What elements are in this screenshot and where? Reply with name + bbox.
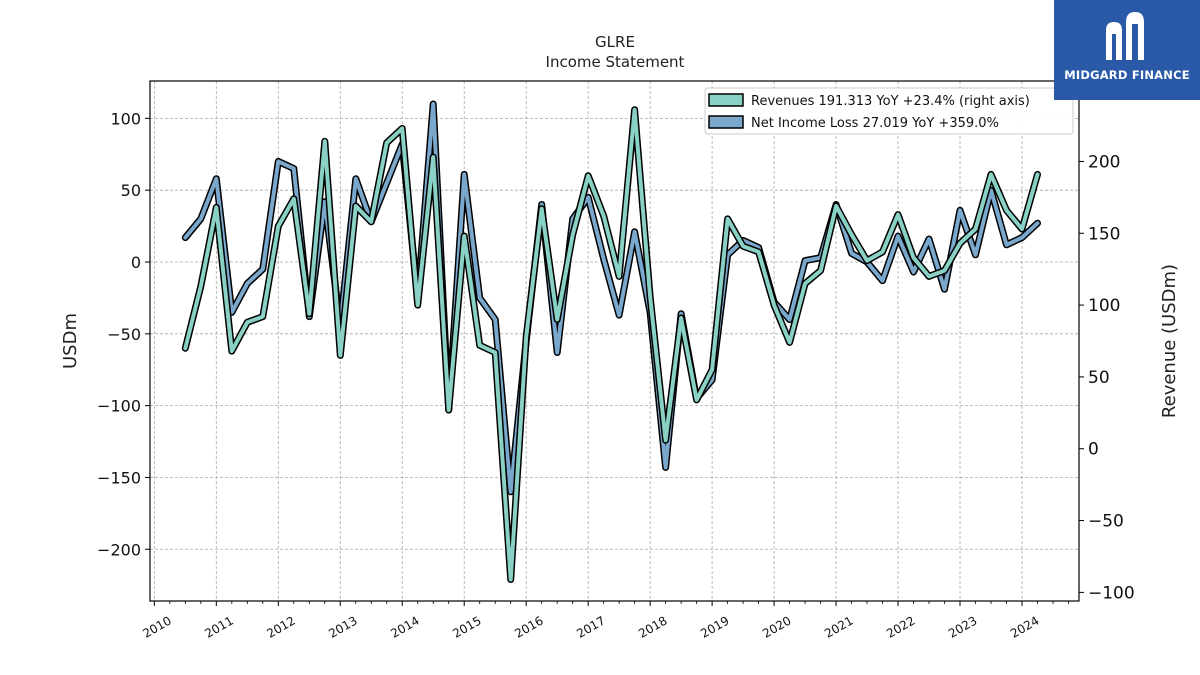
midgard-finance-logo: MIDGARD FINANCE: [1054, 0, 1200, 100]
x-tick-label: 2016: [512, 613, 545, 640]
legend-label-net-income: Net Income Loss 27.019 YoY +359.0%: [751, 116, 999, 131]
y-axis-right: 200 150 100 50 0 −50 −100: [1079, 152, 1135, 603]
y-right-tick-label: 100: [1088, 296, 1120, 316]
legend-swatch-net-income: [708, 115, 744, 129]
chart-subtitle: Income Statement: [546, 53, 685, 71]
x-tick-label: 2014: [388, 613, 421, 640]
x-tick-label: 2013: [326, 613, 359, 640]
y-axis-left-label: USDm: [60, 313, 81, 369]
y-left-tick-label: −50: [107, 325, 141, 344]
x-tick-label: 2021: [822, 613, 855, 640]
y-left-tick-label: −200: [97, 540, 141, 559]
y-right-tick-label: 150: [1088, 224, 1120, 244]
series-layer: [181, 100, 1041, 583]
x-tick-label: 2012: [264, 613, 297, 640]
x-tick-label: 2017: [574, 613, 607, 640]
revenues-line: [183, 107, 1040, 582]
x-tick-label: 2024: [1008, 613, 1041, 640]
chart-title: GLRE: [595, 33, 635, 51]
logo-mark-icon: [1106, 12, 1144, 60]
y-right-tick-label: 0: [1088, 440, 1099, 460]
grid: [150, 81, 1079, 601]
x-tick-label: 2019: [698, 613, 731, 640]
x-axis: 2010 2011 2012 2013 2014 2015 2016 2017 2018 2019…: [140, 601, 1069, 641]
y-right-tick-label: 50: [1088, 368, 1110, 388]
y-axis-left: 100 50 0 −50 −100 −150 −200: [97, 109, 150, 559]
y-left-tick-label: 0: [131, 253, 141, 272]
x-tick-label: 2011: [202, 613, 235, 640]
legend-swatch-revenues: [708, 93, 744, 107]
y-left-tick-label: −150: [97, 468, 141, 487]
x-tick-label: 2020: [760, 613, 793, 640]
x-tick-label: 2023: [946, 613, 979, 640]
y-left-tick-label: 50: [121, 181, 141, 200]
y-right-tick-label: 200: [1088, 152, 1120, 172]
legend-label-revenues: Revenues 191.313 YoY +23.4% (right axis): [751, 94, 1030, 109]
y-axis-right-label: Revenue (USDm): [1159, 264, 1180, 418]
x-tick-label: 2010: [140, 613, 173, 640]
y-right-tick-label: −50: [1088, 512, 1124, 532]
legend: Revenues 191.313 YoY +23.4% (right axis)…: [704, 87, 1074, 135]
plot-frame: [149, 80, 1080, 602]
y-right-tick-label: −100: [1088, 583, 1135, 603]
y-left-tick-label: 100: [110, 109, 141, 128]
x-tick-label: 2018: [636, 613, 669, 640]
legend-box: [704, 87, 1074, 135]
y-left-tick-label: −100: [97, 397, 141, 416]
x-tick-label: 2015: [450, 613, 483, 640]
x-tick-label: 2022: [884, 613, 917, 640]
revenues-line-outline: [181, 106, 1041, 583]
logo-text: MIDGARD FINANCE: [1064, 68, 1190, 82]
